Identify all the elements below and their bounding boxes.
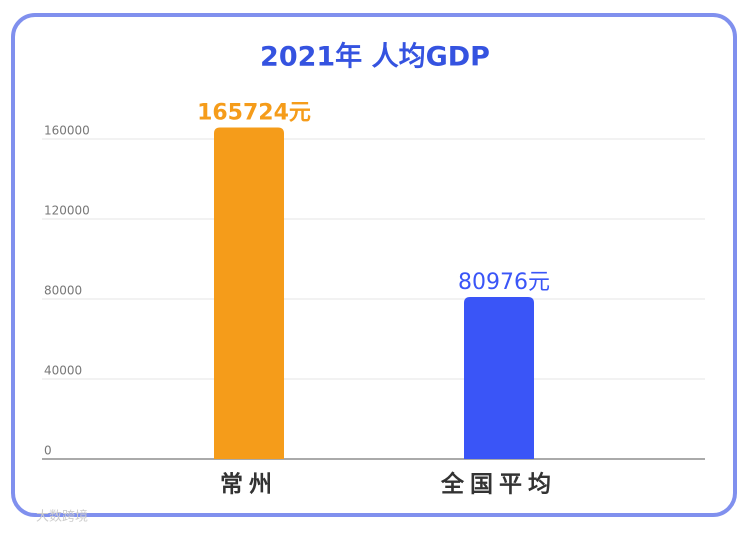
x-tick-label: 常州 bbox=[220, 472, 278, 498]
chart-title: 2021年 人均GDP bbox=[260, 41, 490, 73]
y-tick-label: 0 bbox=[44, 444, 52, 458]
bar bbox=[214, 127, 284, 459]
x-tick-label: 全国平均 bbox=[440, 471, 557, 498]
y-tick-label: 80000 bbox=[44, 284, 82, 298]
value-label: 165724元 bbox=[197, 101, 311, 126]
y-tick-label: 160000 bbox=[44, 124, 90, 138]
value-label: 80976元 bbox=[458, 270, 550, 295]
card-border bbox=[11, 13, 737, 517]
y-tick-label: 120000 bbox=[44, 204, 90, 218]
watermark: 大数跨境 bbox=[36, 510, 88, 525]
y-tick-label: 40000 bbox=[44, 364, 82, 378]
bar bbox=[464, 297, 534, 459]
